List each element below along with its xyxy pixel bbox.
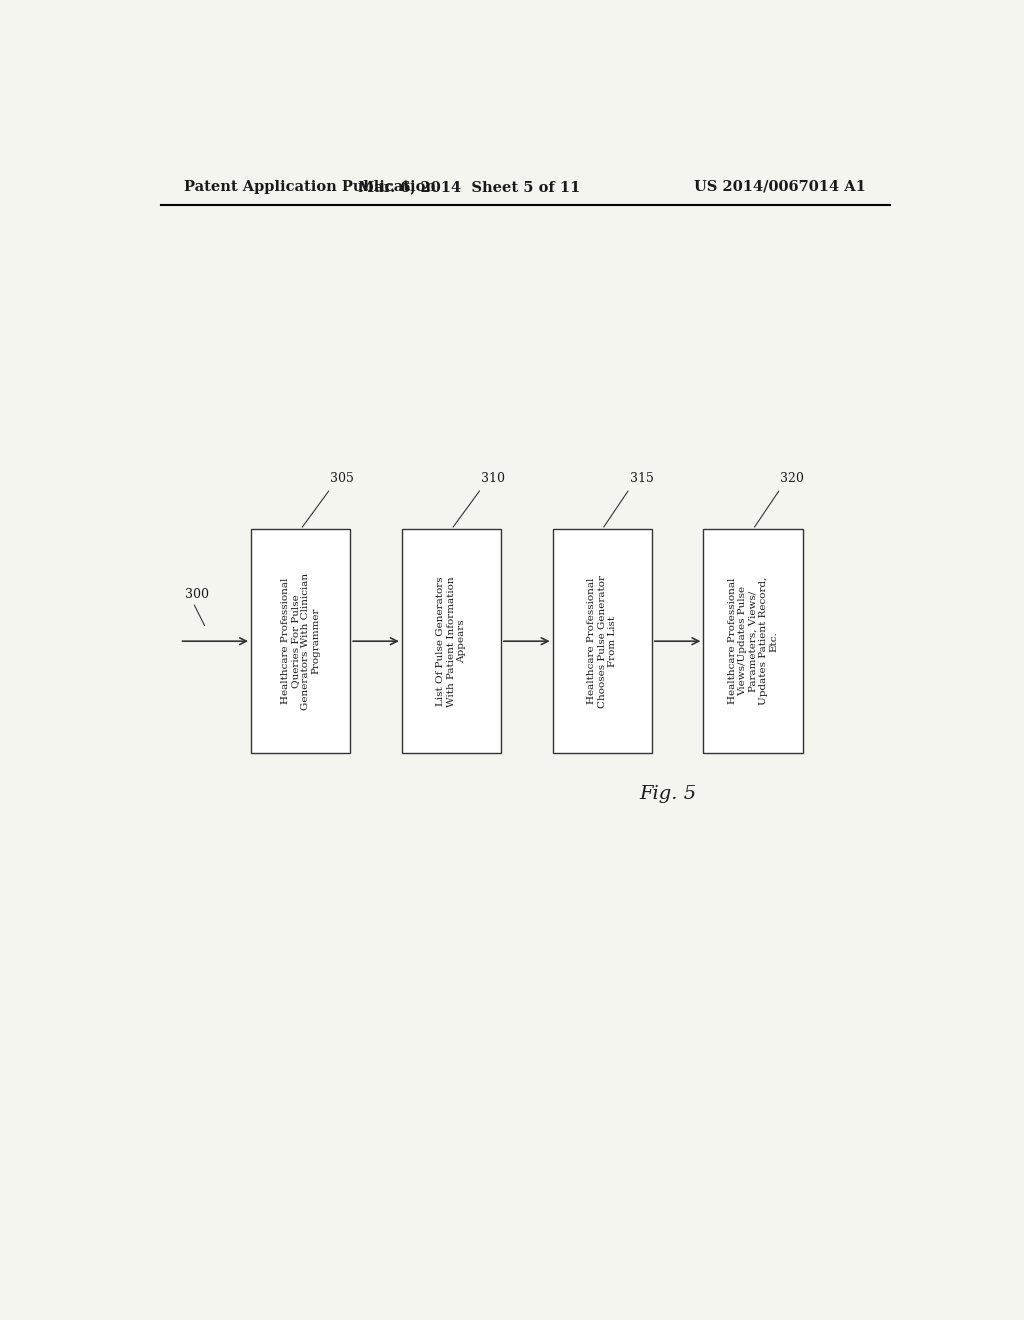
Text: Healthcare Professional
Queries For Pulse
Generators With Clinician
Programmer: Healthcare Professional Queries For Puls… [281, 573, 321, 710]
Text: 300: 300 [185, 587, 209, 601]
Text: Fig. 5: Fig. 5 [639, 784, 696, 803]
Bar [401, 529, 501, 752]
Text: Healthcare Professional
Views/Updates Pulse
Parameters, Views/
Updates Patient R: Healthcare Professional Views/Updates Pu… [728, 577, 778, 705]
Text: 305: 305 [331, 471, 354, 484]
Text: US 2014/0067014 A1: US 2014/0067014 A1 [694, 180, 866, 194]
Text: Mar. 6, 2014  Sheet 5 of 11: Mar. 6, 2014 Sheet 5 of 11 [358, 180, 581, 194]
Text: 310: 310 [481, 471, 505, 484]
Bar [553, 529, 652, 752]
Text: Healthcare Professional
Chooses Pulse Generator
From List: Healthcare Professional Chooses Pulse Ge… [588, 574, 617, 708]
Bar [703, 529, 803, 752]
Text: Patent Application Publication: Patent Application Publication [183, 180, 435, 194]
Bar [251, 529, 350, 752]
Text: 315: 315 [630, 471, 653, 484]
Text: 320: 320 [780, 471, 804, 484]
Text: List Of Pulse Generators
With Patient Information
Appears: List Of Pulse Generators With Patient In… [436, 576, 466, 706]
